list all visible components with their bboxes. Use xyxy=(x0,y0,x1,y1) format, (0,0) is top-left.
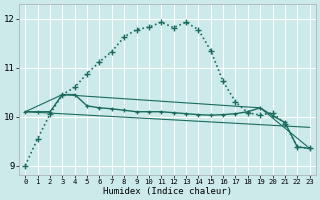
X-axis label: Humidex (Indice chaleur): Humidex (Indice chaleur) xyxy=(103,187,232,196)
